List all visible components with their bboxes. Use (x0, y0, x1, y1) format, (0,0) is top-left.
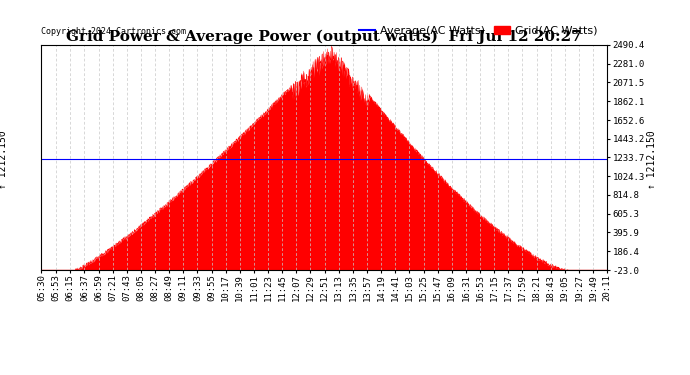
Text: ↑ 1212.150: ↑ 1212.150 (647, 130, 657, 189)
Legend: Average(AC Watts), Grid(AC Watts): Average(AC Watts), Grid(AC Watts) (354, 21, 602, 40)
Title: Grid Power & Average Power (output watts)  Fri Jul 12 20:27: Grid Power & Average Power (output watts… (66, 30, 582, 44)
Text: Copyright 2024 Cartronics.com: Copyright 2024 Cartronics.com (41, 27, 186, 36)
Text: ↑ 1212.150: ↑ 1212.150 (0, 130, 8, 189)
